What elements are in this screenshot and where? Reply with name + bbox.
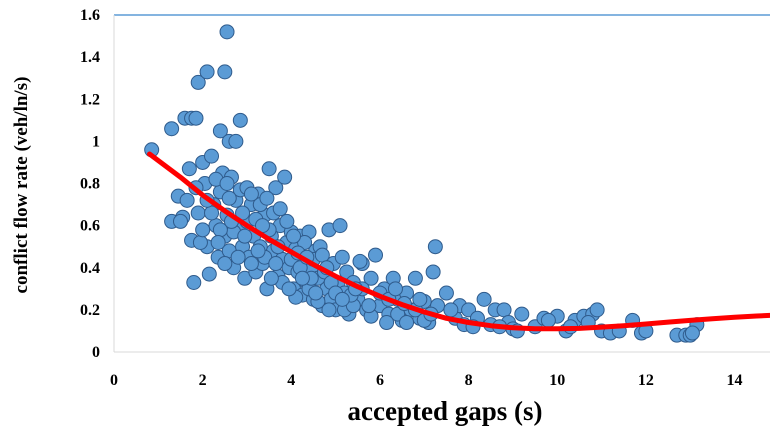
data-point	[268, 256, 284, 272]
y-tick-label: 1	[92, 133, 100, 150]
x-tick-labels: 0 2 4 6 8 10 12 14	[110, 372, 743, 389]
data-point	[237, 228, 253, 244]
data-point	[368, 247, 384, 263]
data-points	[144, 24, 705, 343]
data-point	[243, 256, 259, 272]
x-tick-label: 12	[638, 372, 654, 389]
x-tick-label: 6	[376, 372, 384, 389]
y-tick-label: 0.8	[80, 176, 100, 193]
x-tick-label: 2	[199, 372, 207, 389]
data-point	[190, 205, 206, 221]
y-tick-label: 0.2	[80, 302, 100, 319]
data-point	[334, 291, 350, 307]
data-point	[279, 213, 295, 229]
data-point	[259, 190, 275, 206]
data-point	[195, 222, 211, 238]
data-point	[201, 266, 217, 282]
data-point	[399, 315, 415, 331]
x-tick-label: 0	[110, 372, 118, 389]
data-point	[204, 148, 220, 164]
data-point	[186, 274, 202, 290]
data-point	[261, 161, 277, 177]
trend-line	[147, 151, 770, 332]
y-tick-label: 0	[92, 344, 100, 361]
data-point	[277, 169, 293, 185]
data-point	[217, 64, 233, 80]
data-point	[427, 239, 443, 255]
data-point	[540, 312, 556, 328]
data-point	[219, 24, 235, 40]
data-point	[314, 247, 330, 263]
data-point	[272, 201, 288, 217]
data-point	[589, 302, 605, 318]
y-tick-labels: 0 0.2 0.4 0.6 0.8 1 1.2 1.4 1.6	[80, 7, 100, 361]
data-point	[438, 285, 454, 301]
data-point	[172, 213, 188, 229]
data-point	[204, 205, 220, 221]
data-point	[425, 264, 441, 280]
x-tick-label: 10	[549, 372, 565, 389]
data-point	[514, 306, 530, 322]
data-point	[179, 192, 195, 208]
data-point	[412, 291, 428, 307]
data-point	[286, 228, 302, 244]
data-point	[181, 161, 197, 177]
data-point	[228, 133, 244, 149]
data-point	[192, 234, 208, 250]
data-point	[221, 190, 237, 206]
data-point	[443, 302, 459, 318]
data-point	[363, 270, 379, 286]
data-point	[268, 180, 284, 196]
data-point	[164, 121, 180, 137]
data-point	[190, 74, 206, 90]
x-tick-label: 14	[727, 372, 743, 389]
data-point	[496, 302, 512, 318]
y-tick-label: 0.4	[80, 260, 100, 277]
data-point	[297, 234, 313, 250]
data-point	[387, 281, 403, 297]
data-point	[199, 64, 215, 80]
x-tick-label: 4	[287, 372, 295, 389]
data-point	[352, 253, 368, 269]
data-point	[243, 186, 259, 202]
data-point	[361, 298, 377, 314]
data-point	[379, 315, 395, 331]
data-point	[294, 270, 310, 286]
data-point	[684, 325, 700, 341]
data-point	[263, 270, 279, 286]
data-point	[212, 123, 228, 139]
y-axis-label: conflict flow rate (veh/ln/s)	[11, 77, 32, 294]
x-axis-label: accepted gaps (s)	[348, 396, 543, 426]
data-point	[232, 112, 248, 128]
data-point	[321, 302, 337, 318]
data-point	[334, 249, 350, 265]
data-point	[308, 285, 324, 301]
y-tick-label: 1.6	[80, 7, 100, 24]
data-point	[281, 281, 297, 297]
data-point	[230, 249, 246, 265]
data-point	[476, 291, 492, 307]
data-point	[407, 270, 423, 286]
data-point	[210, 234, 226, 250]
data-point	[188, 110, 204, 126]
data-point	[250, 243, 266, 259]
y-tick-label: 1.2	[80, 91, 100, 108]
x-tick-label: 8	[465, 372, 473, 389]
data-point	[217, 256, 233, 272]
y-tick-label: 0.6	[80, 218, 100, 235]
data-point	[219, 176, 235, 191]
data-point	[332, 218, 348, 234]
y-tick-label: 1.4	[80, 49, 100, 66]
data-point	[237, 270, 253, 286]
